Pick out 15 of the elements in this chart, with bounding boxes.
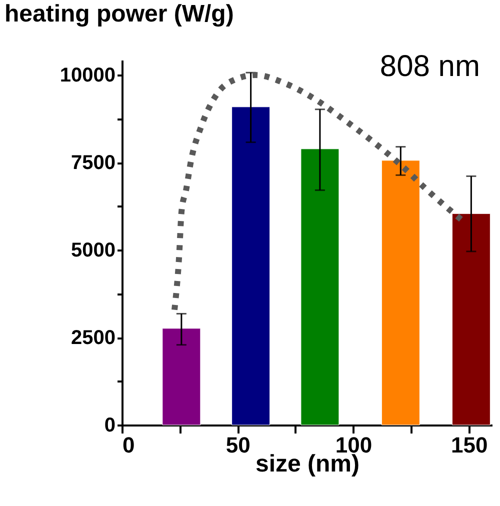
y-tick-label: 0 [104,414,116,436]
y-tick-label: 5000 [71,240,116,262]
y-tick-label: 2500 [71,327,116,350]
y-tick-label: 7500 [71,152,116,174]
bar [300,148,340,426]
y-axis-title: heating power (W/g) [4,0,234,28]
annotation: 808 nm [380,50,480,83]
bar [452,213,490,426]
y-tick-label: 10000 [60,64,116,87]
x-tick-label: 150 [451,432,488,458]
bar [381,160,420,426]
x-tick-label: 50 [226,432,250,458]
bar [162,328,201,426]
bar [232,106,270,426]
x-tick-label: 0 [122,432,135,458]
